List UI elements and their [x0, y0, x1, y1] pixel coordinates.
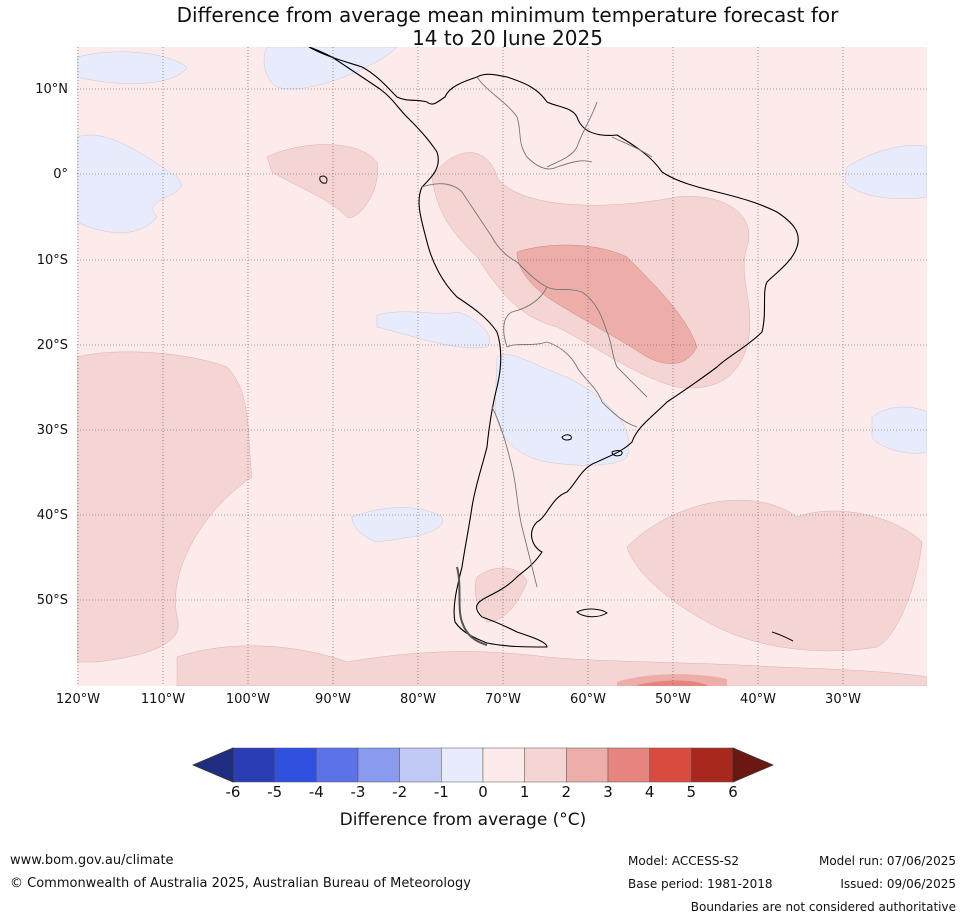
colorbar-tick-label: 4 — [644, 783, 655, 801]
map-title: Difference from average mean minimum tem… — [0, 4, 965, 50]
lake — [561, 434, 572, 441]
lon-label: 80°W — [400, 692, 436, 707]
lon-label: 110°W — [140, 692, 186, 707]
lon-label: 60°W — [570, 692, 606, 707]
lon-label: 70°W — [485, 692, 521, 707]
lake — [611, 450, 623, 457]
colorbar-tick-label: 0 — [478, 783, 488, 801]
galapagos-islands — [319, 175, 328, 184]
base-period-text: Base period: 1981-2018 — [628, 877, 773, 891]
colorbar-cells — [232, 747, 734, 783]
colorbar-title: Difference from average (°C) — [339, 810, 587, 830]
lon-label: 90°W — [315, 692, 351, 707]
colorbar-tick-label: -2 — [392, 783, 408, 801]
colorbar-tick-label: 3 — [603, 783, 613, 801]
falkland-islands — [576, 608, 608, 618]
lon-label: 120°W — [55, 692, 101, 707]
lat-label: 40°S — [36, 508, 68, 523]
coastline — [308, 47, 799, 648]
colorbar-cell — [482, 747, 525, 783]
colorbar-cell — [316, 747, 359, 783]
model-run-text: Model run: 07/06/2025 — [818, 854, 956, 868]
map-svg — [77, 47, 927, 686]
colorbar-tick-label: 5 — [686, 783, 697, 801]
lon-label: 50°W — [655, 692, 691, 707]
lat-label: 0° — [53, 167, 68, 182]
warm-patch — [266, 144, 378, 218]
cool-patch — [77, 51, 188, 84]
warm-patch — [626, 499, 923, 652]
colorbar-tick-label: -1 — [433, 783, 449, 801]
colorbar-tick-label: 6 — [728, 783, 738, 801]
south-georgia — [771, 631, 794, 642]
lon-label: 40°W — [740, 692, 776, 707]
disclaimer-text: Boundaries are not considered authoritat… — [690, 900, 956, 914]
warm-patch — [176, 645, 927, 686]
lon-label: 30°W — [825, 692, 861, 707]
cool-patch — [77, 134, 182, 233]
title-line-2: 14 to 20 June 2025 — [412, 26, 603, 50]
title-line-1: Difference from average mean minimum tem… — [176, 3, 839, 27]
issued-text: Issued: 09/06/2025 — [840, 877, 956, 891]
warm-patch — [474, 567, 528, 623]
colorbar-tick-label: 1 — [519, 783, 530, 801]
lat-label: 10°S — [36, 253, 68, 268]
colorbar-cell — [607, 747, 650, 783]
cool-patch — [494, 354, 630, 466]
model-text: Model: ACCESS-S2 — [628, 854, 740, 868]
graticule — [77, 47, 927, 686]
colorbar-tick-label: -6 — [225, 783, 241, 801]
colorbar-tick-label: 2 — [561, 783, 572, 801]
forecast-map — [77, 47, 927, 686]
colorbar-cell — [357, 747, 400, 783]
patagonia-fjords — [456, 566, 488, 646]
colorbar-cell — [691, 747, 734, 783]
cool-patch — [376, 311, 490, 349]
colorbar-tick-label: -3 — [350, 783, 366, 801]
colorbar-left-arrow — [192, 747, 234, 783]
lat-label: 50°S — [36, 593, 68, 608]
colorbar-right-arrow — [732, 747, 774, 783]
strong-warm-patch — [516, 244, 698, 364]
colorbar-cell — [566, 747, 609, 783]
colorbar-cell — [524, 747, 567, 783]
lon-label: 100°W — [225, 692, 271, 707]
lat-label: 20°S — [36, 338, 68, 353]
colorbar-cell — [649, 747, 692, 783]
strongest-warm-patch — [637, 680, 707, 686]
colorbar-tick-label: -5 — [267, 783, 283, 801]
colorbar-cell — [441, 747, 484, 783]
colorbar-cell — [274, 747, 317, 783]
lat-label: 30°S — [36, 423, 68, 438]
colorbar-tick-label: -4 — [308, 783, 324, 801]
warm-patch — [77, 351, 253, 663]
country-borders — [421, 76, 653, 588]
copyright-text: © Commonwealth of Australia 2025, Austra… — [10, 876, 471, 891]
colorbar-cell — [232, 747, 275, 783]
cool-patch — [351, 507, 443, 543]
colorbar-cell — [399, 747, 442, 783]
lat-label: 10°N — [35, 82, 68, 97]
cool-patch — [844, 144, 927, 200]
colorbar — [192, 747, 774, 783]
bom-url[interactable]: www.bom.gov.au/climate — [10, 853, 174, 868]
